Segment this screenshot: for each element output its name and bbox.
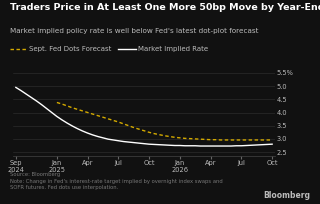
- Text: Traders Price in At Least One More 50bp Move by Year-End: Traders Price in At Least One More 50bp …: [10, 3, 320, 12]
- Text: Source: Bloomberg
Note: Change in Fed's interest-rate target implied by overnigh: Source: Bloomberg Note: Change in Fed's …: [10, 172, 222, 190]
- Text: Bloomberg: Bloomberg: [263, 191, 310, 200]
- Text: Market Implied Rate: Market Implied Rate: [138, 46, 208, 52]
- Text: Sept. Fed Dots Forecast: Sept. Fed Dots Forecast: [29, 46, 111, 52]
- Text: Market implied policy rate is well below Fed's latest dot-plot forecast: Market implied policy rate is well below…: [10, 28, 258, 33]
